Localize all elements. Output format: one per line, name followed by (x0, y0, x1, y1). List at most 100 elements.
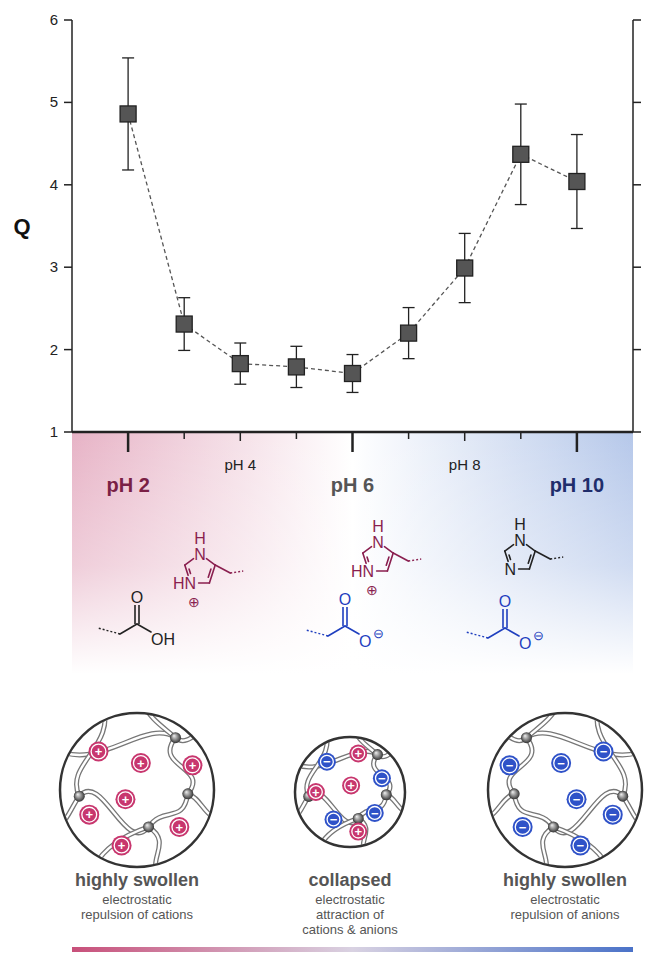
caption-detail: electrostatic (315, 892, 385, 907)
network: −+−++−−+ (287, 729, 414, 856)
y-axis-right (632, 20, 634, 432)
bond (209, 565, 215, 583)
charge-disc (169, 817, 189, 837)
background-tint (72, 433, 633, 673)
y-tick (64, 102, 72, 104)
bond-dashed (230, 571, 243, 573)
x-minor-tick (520, 432, 522, 439)
bond (529, 551, 535, 569)
anion: − (594, 742, 614, 762)
gradient-bar (72, 947, 633, 952)
y-tick-label: 1 (50, 423, 58, 440)
imidazole: NHHN⊕ (173, 530, 243, 610)
anion: − (325, 811, 343, 829)
network-outline (295, 737, 405, 847)
charge-symbol: − (600, 744, 608, 759)
anion: − (603, 805, 623, 825)
error-bar-cap (571, 228, 583, 229)
imidazole: NHN (505, 516, 564, 578)
charge-symbol: + (122, 792, 130, 807)
cation: + (115, 789, 135, 809)
data-point (176, 316, 192, 332)
charge-disc (500, 755, 520, 775)
cation: + (112, 835, 132, 855)
atom-label: OH (151, 631, 175, 648)
bond (519, 568, 530, 570)
charge-ring (554, 756, 569, 771)
error-bar-cap (122, 57, 134, 58)
y-tick-right (633, 349, 641, 351)
caption: collapsed (308, 870, 391, 890)
plot-data (120, 58, 585, 393)
bond-double (189, 569, 190, 573)
charge-disc (115, 789, 135, 809)
bond (120, 624, 137, 634)
bond (393, 553, 408, 561)
anion: − (373, 769, 391, 787)
bond-dashed (306, 630, 328, 636)
bond-double (509, 555, 510, 559)
y-tick-right (633, 431, 641, 433)
charge-symbol: + (118, 838, 126, 853)
anion: − (513, 817, 533, 837)
atom-label: O (499, 593, 511, 610)
data-point (120, 106, 136, 122)
y-tick (64, 266, 72, 268)
error-bar-cap (347, 392, 359, 393)
x-minor-tick (296, 432, 298, 439)
bond-double (367, 557, 368, 561)
error-bar-cap (515, 103, 527, 104)
chain-outline (374, 755, 391, 795)
y-tick-right (633, 102, 641, 104)
chain (476, 794, 514, 818)
atom-label: O (339, 591, 351, 608)
bond (215, 565, 230, 573)
charge-disc (318, 753, 336, 771)
x-tick (127, 432, 130, 452)
charge-disc (349, 823, 367, 841)
charge-label: ⊕ (188, 594, 200, 610)
bond-double (386, 557, 389, 565)
anion: − (570, 835, 590, 855)
charge-symbol: + (176, 820, 184, 835)
y-tick-right (633, 266, 641, 268)
bond (377, 570, 388, 572)
error-bar-cap (122, 169, 134, 170)
chain-outline (553, 791, 622, 833)
charge-disc (131, 753, 151, 773)
atom-label: N (372, 534, 384, 551)
charge-disc (349, 745, 367, 763)
charge-symbol: − (557, 756, 565, 771)
error-bar-cap (459, 302, 471, 303)
charge-ring (118, 792, 133, 807)
imidazole: NHHN⊕ (351, 518, 421, 598)
chain (188, 794, 226, 818)
carboxyl: OOH (98, 589, 175, 648)
charge-ring (515, 820, 530, 835)
crosslink (143, 821, 154, 832)
charge-symbol: + (137, 756, 145, 771)
error-bar-cap (347, 354, 359, 355)
error-bar-cap (178, 297, 190, 298)
chain (553, 791, 622, 833)
charge-symbol: − (330, 812, 338, 827)
charge-symbol: + (347, 778, 355, 793)
charge-symbol: − (323, 754, 331, 769)
charge-symbol: + (312, 785, 320, 800)
y-tick (64, 184, 72, 186)
x-tick (240, 432, 242, 441)
bond (199, 582, 210, 584)
bond (137, 624, 151, 632)
crosslink (381, 789, 392, 800)
atom-label: N (505, 561, 517, 578)
x-minor-tick (408, 432, 410, 439)
charge-disc (325, 811, 343, 829)
bond-dashed (98, 628, 120, 634)
charge-disc (79, 805, 99, 825)
charge-disc (603, 805, 623, 825)
charge-ring (172, 820, 187, 835)
bond (505, 628, 519, 636)
network-chains (48, 701, 225, 878)
data-point (345, 365, 361, 381)
crosslink (170, 732, 181, 743)
